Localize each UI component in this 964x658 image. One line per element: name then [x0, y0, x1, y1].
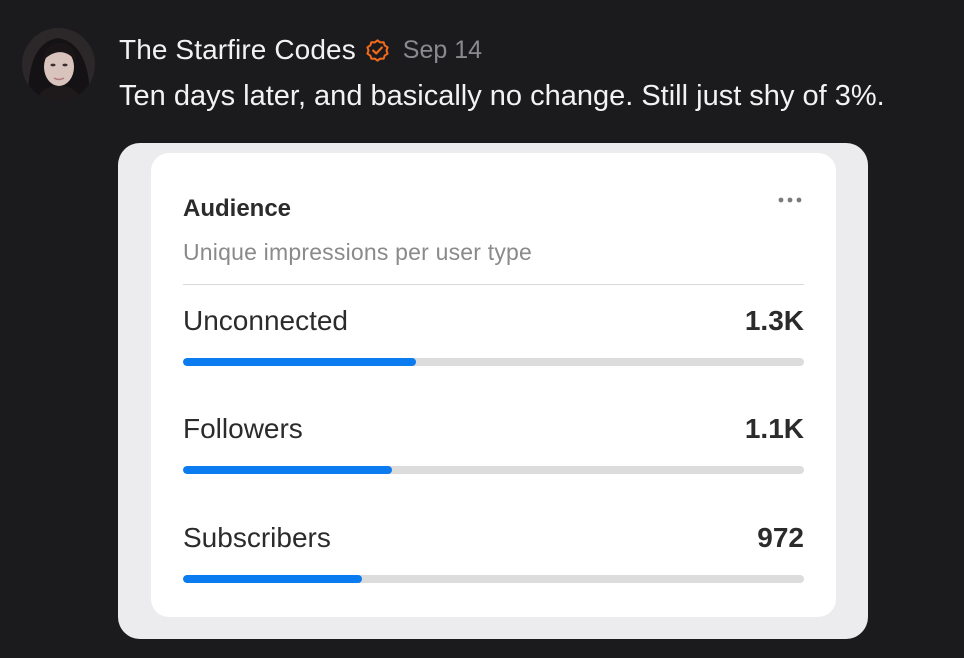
post-text: Ten days later, and basically no change.…: [119, 80, 885, 112]
metric-subscribers: Subscribers 972: [183, 522, 804, 592]
post-header: The Starfire Codes Sep 14: [119, 31, 482, 69]
progress-fill: [183, 575, 362, 583]
metric-label: Subscribers: [183, 522, 331, 553]
progress-track: [183, 575, 804, 583]
progress-fill: [183, 358, 417, 366]
post-date[interactable]: Sep 14: [402, 35, 483, 64]
avatar[interactable]: [22, 28, 95, 101]
progress-track: [183, 466, 804, 474]
card-title: Audience: [183, 195, 292, 222]
avatar-portrait: [22, 28, 95, 101]
more-options-button[interactable]: [774, 189, 806, 211]
more-horizontal-icon: [778, 197, 802, 203]
card-subtitle: Unique impressions per user type: [183, 239, 533, 265]
author-name[interactable]: The Starfire Codes: [119, 34, 356, 65]
progress-fill: [183, 466, 392, 474]
metric-value: 1.3K: [744, 305, 804, 336]
metric-unconnected: Unconnected 1.3K: [183, 305, 804, 375]
metric-label: Followers: [183, 413, 303, 444]
metric-label: Unconnected: [183, 305, 349, 336]
check-circle-icon: [365, 38, 390, 63]
metric-followers: Followers 1.1K: [183, 413, 804, 483]
divider: [183, 284, 804, 285]
image-attachment[interactable]: Audience Unique impressions per user typ…: [118, 143, 868, 639]
progress-track: [183, 358, 804, 366]
audience-card: Audience Unique impressions per user typ…: [151, 153, 836, 617]
metric-value: 1.1K: [744, 413, 804, 444]
metric-value: 972: [757, 522, 804, 553]
